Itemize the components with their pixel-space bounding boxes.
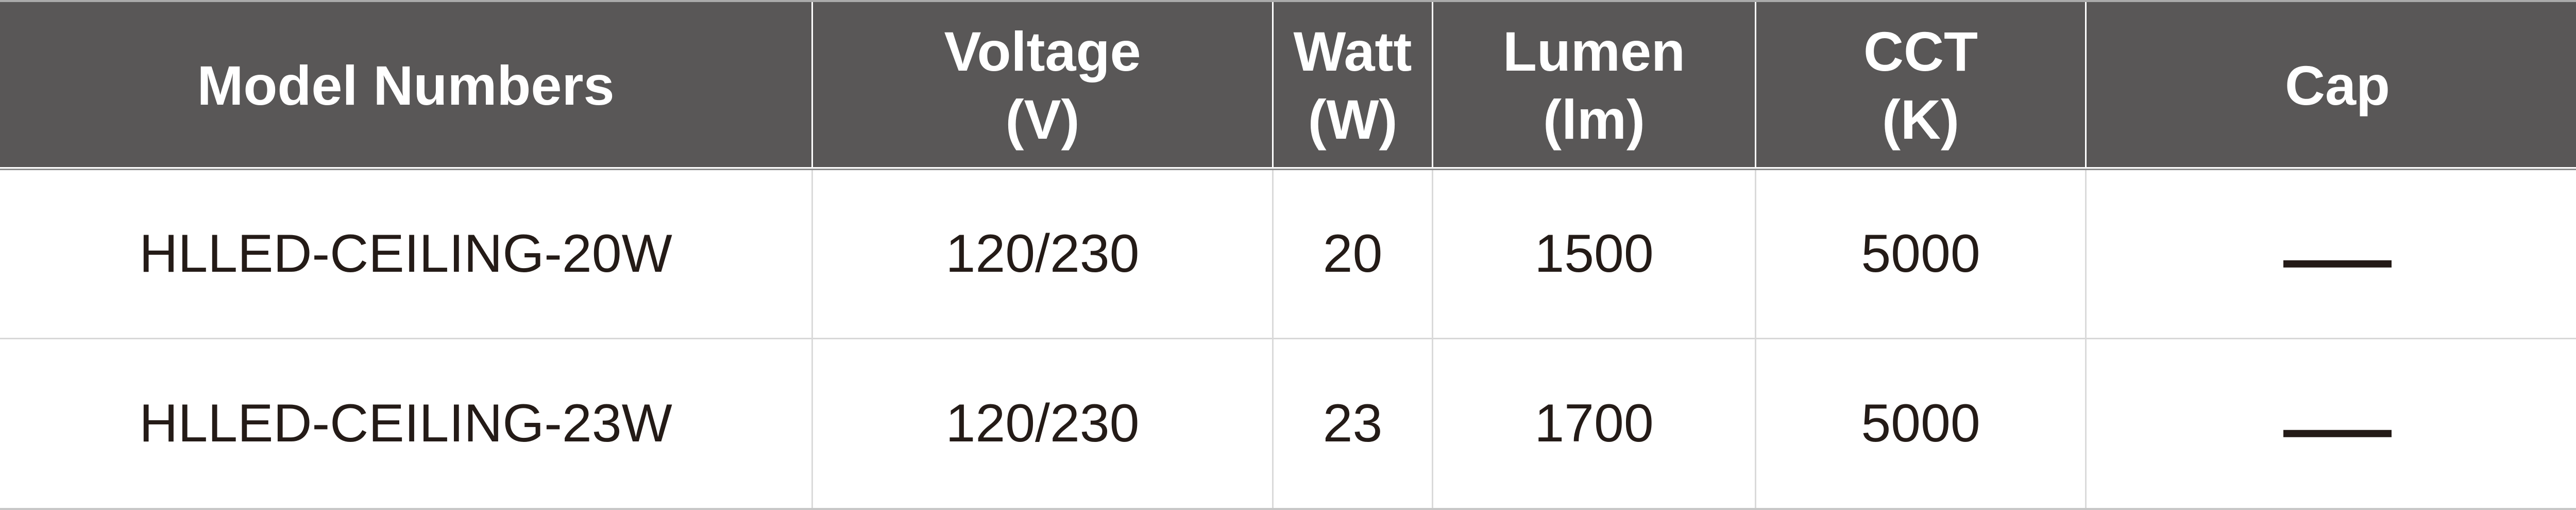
table-row: HLLED-CEILING-20W 120/230 20 1500 5000 —…	[0, 170, 2576, 339]
header-label: Voltage	[944, 20, 1141, 83]
header-unit: (V)	[1005, 88, 1080, 151]
header-unit: (K)	[1882, 88, 1959, 151]
header-cct: CCT (K)	[1756, 2, 2087, 169]
header-unit: (W)	[1308, 88, 1398, 151]
header-label: Watt	[1293, 20, 1412, 83]
cell-watt: 20	[1274, 170, 1433, 338]
cell-model: HLLED-CEILING-20W	[0, 170, 813, 338]
header-label: Cap	[2284, 54, 2391, 117]
cell-cct: 5000	[1756, 170, 2087, 338]
header-voltage: Voltage (V)	[813, 2, 1274, 169]
header-lumen: Lumen (lm)	[1433, 2, 1756, 169]
header-model-numbers: Model Numbers	[0, 2, 813, 169]
cell-voltage: 120/230	[813, 170, 1274, 338]
cell-cap: —	[2087, 170, 2576, 338]
cap-dash: —	[2283, 193, 2392, 315]
cell-watt: 23	[1274, 339, 1433, 508]
cap-dash: —	[2283, 363, 2392, 484]
cell-cap: —	[2087, 339, 2576, 508]
cell-lumen: 1700	[1433, 339, 1756, 508]
cell-lumen: 1500	[1433, 170, 1756, 338]
header-cap: Cap	[2087, 2, 2576, 169]
cell-cct: 5000	[1756, 339, 2087, 508]
cell-model: HLLED-CEILING-23W	[0, 339, 813, 508]
table-header-row: Model Numbers Voltage (V) Watt (W) Lumen…	[0, 2, 2576, 170]
header-label: Model Numbers	[197, 54, 615, 117]
header-label: CCT	[1863, 20, 1978, 83]
header-label: Lumen	[1502, 20, 1685, 83]
header-unit: (lm)	[1543, 88, 1645, 151]
table-row: HLLED-CEILING-23W 120/230 23 1700 5000 —…	[0, 339, 2576, 510]
cell-voltage: 120/230	[813, 339, 1274, 508]
header-watt: Watt (W)	[1274, 2, 1433, 169]
